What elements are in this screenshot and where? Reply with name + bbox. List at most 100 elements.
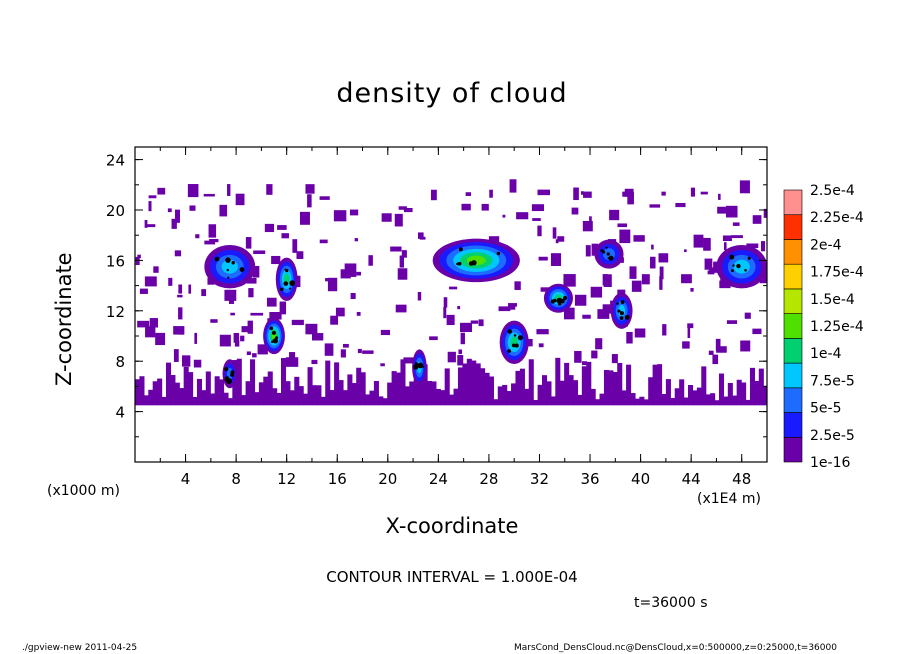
cloud-speckle [703, 237, 711, 251]
cloud-layer-patch [599, 393, 605, 406]
cloud-layer-patch [135, 379, 141, 406]
cloud-speckle [148, 195, 157, 199]
cloud-layer-patch [559, 380, 565, 406]
cloud-layer-patch [692, 390, 698, 406]
contour-speck [507, 329, 512, 334]
cloud-layer-patch [435, 388, 441, 406]
cloud-speckle [602, 274, 608, 286]
y-tick-label: 20 [106, 202, 125, 220]
cloud-speckle [342, 343, 349, 348]
cloud-speckle [398, 206, 407, 210]
cloud-speckle [443, 306, 447, 319]
cloud-speckle [319, 239, 328, 244]
contour-speck [456, 262, 459, 266]
cloud-speckle [489, 189, 493, 198]
cloud-speckle [289, 352, 296, 359]
contour-speck [517, 335, 523, 341]
cloud-speckle [194, 332, 198, 344]
cloud-layer-patch [634, 398, 640, 406]
cloud-speckle [461, 203, 471, 211]
cloud-speckle [228, 298, 235, 304]
cloud-speckle [726, 205, 738, 218]
cloud-layer-patch [413, 379, 419, 406]
cloud-speckle [173, 326, 185, 335]
cloud-speckle [478, 319, 484, 327]
cloud-layer-patch [652, 364, 658, 406]
cloud-speckle [187, 184, 199, 198]
cloud-layer-patch [462, 363, 468, 406]
cloud-speckle [581, 361, 587, 366]
contour-speck [496, 251, 501, 256]
cloud-layer-patch [577, 394, 583, 406]
cloud-speckle [245, 237, 252, 249]
cloud-layer-patch [161, 396, 167, 406]
x-tick-label: 8 [231, 470, 241, 488]
cloud-speckle [552, 227, 557, 239]
cloud-layer-patch [192, 396, 198, 406]
cloud-speckle [719, 280, 731, 289]
contour-speck [468, 261, 474, 266]
cloud-layer-patch [250, 359, 256, 406]
y-tick-label: 24 [106, 152, 125, 170]
cloud-speckle [752, 215, 762, 224]
cloud-speckle [344, 263, 357, 277]
cloud-layer-patch [723, 396, 729, 406]
cloud-speckle [633, 235, 645, 242]
cloud-speckle [305, 323, 318, 335]
x-tick-label: 4 [181, 470, 191, 488]
cloud-layer-patch [466, 358, 472, 406]
cloud-layer-patch [696, 387, 702, 406]
cloud-speckle [538, 256, 548, 261]
cloud-speckle [252, 353, 257, 358]
cloud-speckle [597, 309, 610, 319]
cloud-speckle [627, 192, 634, 205]
colorbar-label: 2.25e-4 [810, 210, 864, 226]
cloud-layer-patch [426, 380, 433, 406]
cloud-speckle [148, 201, 152, 212]
cloud-layer-patch [564, 362, 570, 406]
cloud-speckle [687, 323, 694, 329]
cloud-layer-patch [272, 388, 278, 406]
cloud-layer-patch [258, 382, 264, 406]
cloud-layer-patch [639, 396, 645, 406]
cloud-layer-patch [307, 367, 313, 406]
cloud-layer-patch [205, 371, 211, 406]
cloud-layer-patch [334, 362, 340, 406]
cloud-speckle [252, 265, 260, 278]
cloud-speckle [246, 277, 257, 284]
cloud-layer-patch [387, 382, 393, 406]
cloud-speckle [174, 250, 182, 257]
x-tick-label: 36 [580, 470, 599, 488]
cloud-speckle [536, 329, 549, 335]
contour-speck [616, 302, 619, 305]
cloud-speckle [219, 334, 231, 347]
colorbar-swatch [783, 214, 803, 240]
contour-speck [732, 264, 735, 267]
contour-speck [619, 316, 624, 320]
x-tick-label: 12 [277, 470, 296, 488]
cloud-speckle [595, 338, 603, 350]
cloud-speckle [763, 208, 767, 218]
colorbar-swatch [783, 338, 803, 364]
cloud-speckle [526, 338, 533, 347]
time-label: t=36000 s [634, 595, 708, 611]
cloud-layer-patch [223, 392, 229, 406]
cloud-speckle [446, 314, 455, 326]
contour-speck [271, 330, 276, 335]
cloud-layer-patch [418, 381, 424, 406]
cloud-layer-patch [471, 360, 477, 406]
contour-speck [270, 340, 274, 344]
cloud-speckle [617, 223, 628, 228]
contour-speck [289, 287, 292, 290]
cloud-speckle [460, 322, 473, 333]
x-tick-label: 32 [530, 470, 549, 488]
cloud-layer-patch [542, 375, 548, 406]
cloud-speckle [716, 346, 727, 353]
contour-speck [225, 376, 230, 381]
cloud-speckle [330, 315, 339, 325]
cloud-speckle [177, 294, 183, 298]
cloud-speckle [157, 187, 166, 195]
cloud-speckle [718, 193, 721, 200]
cloud-speckle [709, 267, 721, 273]
cloud-cell-level [733, 259, 750, 274]
